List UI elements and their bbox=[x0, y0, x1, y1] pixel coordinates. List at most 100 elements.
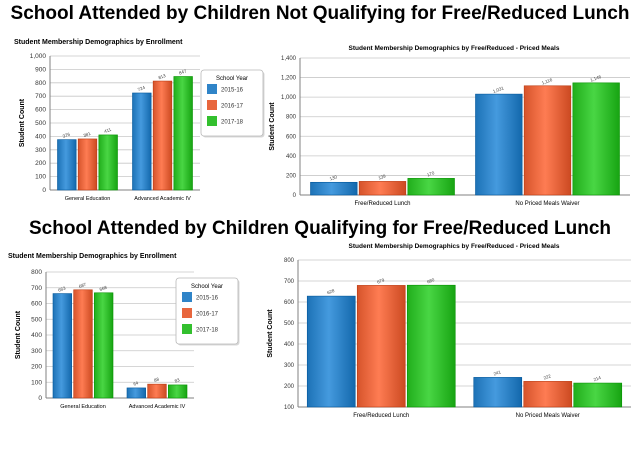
meals-chart-qualifying: Student Membership Demographics by Free/… bbox=[267, 243, 631, 419]
legend-swatch-2016-17 bbox=[182, 308, 192, 318]
data-label: 222 bbox=[543, 373, 552, 380]
legend-title: School Year bbox=[191, 284, 223, 290]
data-label: 130 bbox=[329, 174, 338, 181]
y-tick-label: 1,000 bbox=[30, 53, 47, 60]
bar-2015-16-free-reduced-lunch bbox=[306, 295, 356, 408]
bar-2017-18-advanced-academic-iv bbox=[168, 384, 188, 399]
data-label: 214 bbox=[593, 375, 602, 382]
y-tick-label: 0 bbox=[293, 193, 297, 199]
y-tick-label: 700 bbox=[35, 93, 46, 100]
data-label: 88 bbox=[153, 376, 160, 383]
x-category-label: General Education bbox=[60, 404, 106, 410]
data-label: 170 bbox=[426, 170, 435, 177]
legend-swatch-2015-16 bbox=[207, 84, 217, 94]
bar-2016-17-general-education bbox=[73, 289, 93, 399]
data-label: 83 bbox=[174, 377, 181, 384]
bar-2017-18-free-reduced-lunch bbox=[407, 178, 455, 196]
y-axis-label: Student Count bbox=[269, 102, 276, 151]
y-tick-label: 500 bbox=[35, 120, 46, 127]
data-label: 668 bbox=[99, 285, 108, 292]
y-tick-label: 700 bbox=[31, 285, 42, 292]
y-tick-label: 500 bbox=[31, 316, 42, 323]
y-axis-label: Student Count bbox=[19, 98, 26, 147]
y-tick-label: 400 bbox=[35, 133, 46, 140]
y-tick-label: 400 bbox=[286, 154, 297, 160]
bar-2017-18-general-education bbox=[94, 292, 114, 399]
bar-2016-17-no-priced-meals-waiver bbox=[523, 85, 572, 196]
data-label: 813 bbox=[158, 73, 167, 80]
bar-2015-16-general-education bbox=[57, 139, 77, 191]
y-tick-label: 200 bbox=[31, 364, 42, 371]
bar-2015-16-advanced-academic-iv bbox=[126, 387, 146, 399]
bar-2017-18-no-priced-meals-waiver bbox=[573, 382, 623, 408]
bar-2015-16-no-priced-meals-waiver bbox=[475, 93, 523, 196]
y-tick-label: 100 bbox=[284, 405, 295, 411]
y-tick-label: 500 bbox=[284, 321, 295, 327]
bar-2017-18-general-education bbox=[98, 134, 118, 191]
y-tick-label: 0 bbox=[38, 395, 42, 402]
data-label: 139 bbox=[378, 173, 387, 180]
y-tick-label: 1,400 bbox=[281, 56, 297, 62]
data-label: 679 bbox=[376, 277, 385, 284]
y-tick-label: 300 bbox=[31, 348, 42, 355]
y-tick-label: 0 bbox=[42, 187, 46, 194]
y-tick-label: 600 bbox=[286, 134, 297, 140]
data-label: 687 bbox=[78, 282, 87, 289]
y-tick-label: 200 bbox=[35, 160, 46, 167]
y-tick-label: 200 bbox=[284, 384, 295, 390]
legend-entry: 2017-18 bbox=[221, 120, 244, 126]
data-label: 411 bbox=[103, 127, 112, 134]
bar-2016-17-free-reduced-lunch bbox=[356, 285, 406, 408]
x-category-label: Advanced Academic IV bbox=[134, 196, 191, 202]
legend-swatch-2017-18 bbox=[207, 116, 217, 126]
y-tick-label: 600 bbox=[35, 107, 46, 114]
data-label: 1,116 bbox=[541, 77, 553, 86]
bar-2017-18-advanced-academic-iv bbox=[173, 76, 193, 191]
legend-entry: 2016-17 bbox=[196, 312, 219, 318]
y-axis-label: Student Count bbox=[15, 310, 22, 359]
y-tick-label: 900 bbox=[35, 66, 46, 73]
bar-2017-18-free-reduced-lunch bbox=[406, 284, 456, 408]
y-tick-label: 800 bbox=[286, 115, 297, 121]
bar-2015-16-general-education bbox=[52, 293, 72, 399]
legend-entry: 2017-18 bbox=[196, 328, 219, 334]
x-category-label: Advanced Academic IV bbox=[129, 404, 186, 410]
bar-2017-18-no-priced-meals-waiver bbox=[572, 82, 620, 196]
bar-2015-16-no-priced-meals-waiver bbox=[473, 377, 523, 408]
enrollment-chart-not-qualifying: Student Membership Demographics by Enrol… bbox=[14, 39, 265, 202]
y-tick-label: 100 bbox=[35, 174, 46, 181]
bar-2015-16-free-reduced-lunch bbox=[310, 181, 358, 196]
section-heading-not-qualifying: School Attended by Children Not Qualifyi… bbox=[10, 3, 630, 24]
legend-swatch-2015-16 bbox=[182, 292, 192, 302]
meals-chart-not-qualifying: Student Membership Demographics by Free/… bbox=[269, 45, 630, 207]
y-tick-label: 600 bbox=[284, 300, 295, 306]
legend-entry: 2015-16 bbox=[196, 296, 219, 302]
data-label: 680 bbox=[426, 277, 435, 284]
data-label: 1,146 bbox=[590, 74, 603, 83]
y-tick-label: 100 bbox=[31, 379, 42, 386]
legend-entry: 2016-17 bbox=[221, 104, 244, 110]
bar-2016-17-no-priced-meals-waiver bbox=[523, 381, 573, 408]
legend-entry: 2015-16 bbox=[221, 88, 244, 94]
data-label: 381 bbox=[83, 131, 92, 138]
y-tick-label: 400 bbox=[284, 342, 295, 348]
data-label: 847 bbox=[178, 68, 187, 75]
bar-2016-17-advanced-academic-iv bbox=[147, 383, 167, 399]
legend-swatch-2017-18 bbox=[182, 324, 192, 334]
y-tick-label: 400 bbox=[31, 332, 42, 339]
y-tick-label: 1,000 bbox=[281, 95, 297, 101]
data-label: 663 bbox=[57, 285, 66, 292]
y-tick-label: 800 bbox=[284, 258, 295, 264]
x-category-label: No Priced Meals Waiver bbox=[515, 201, 579, 207]
y-tick-label: 800 bbox=[31, 269, 42, 276]
y-tick-label: 1,200 bbox=[281, 76, 297, 82]
bar-2016-17-free-reduced-lunch bbox=[358, 181, 407, 196]
bar-2015-16-advanced-academic-iv bbox=[132, 92, 152, 191]
data-label: 241 bbox=[493, 369, 502, 376]
enrollment-chart-qualifying: Student Membership Demographics by Enrol… bbox=[8, 253, 240, 410]
data-label: 628 bbox=[326, 288, 335, 295]
data-label: 64 bbox=[133, 380, 140, 387]
y-axis-label: Student Count bbox=[267, 309, 274, 358]
legend-title: School Year bbox=[216, 76, 248, 82]
y-tick-label: 800 bbox=[35, 80, 46, 87]
